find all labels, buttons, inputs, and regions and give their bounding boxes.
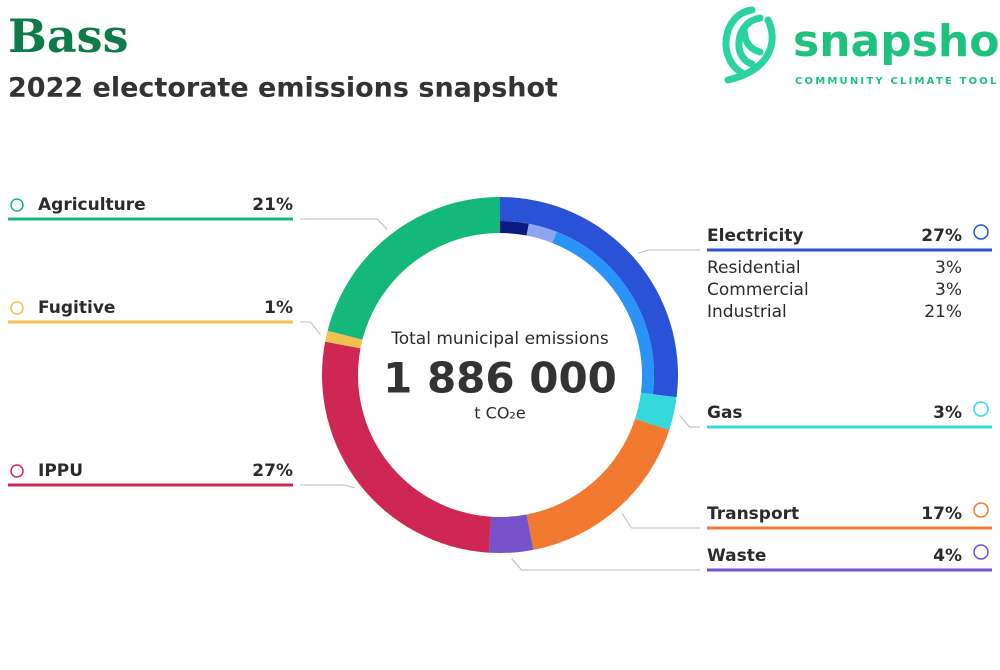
donut-sub-segment — [526, 223, 557, 243]
value-label: 1% — [264, 298, 293, 318]
value-label: 17% — [921, 504, 962, 524]
donut-segment — [488, 514, 534, 553]
category-icon — [973, 544, 989, 560]
leader-line — [300, 484, 355, 489]
category-label: IPPU — [38, 461, 83, 481]
category-label: Gas — [707, 403, 743, 423]
category-icon — [10, 464, 24, 478]
donut-segment — [500, 197, 678, 398]
leader-line — [300, 218, 388, 230]
leader-line — [300, 321, 321, 336]
leader-line — [637, 249, 700, 254]
donut-segment — [526, 418, 670, 550]
logo-tagline: COMMUNITY CLIMATE TOOL — [795, 76, 999, 87]
center-unit: t CO₂e — [474, 404, 525, 423]
sub-category-label: Industrial — [707, 302, 787, 322]
category-icon — [10, 198, 24, 212]
donut-segment — [325, 330, 363, 349]
category-label: Fugitive — [38, 298, 115, 318]
center-label: Total municipal emissions — [390, 329, 609, 349]
category-label: Electricity — [707, 226, 804, 246]
value-label: 27% — [921, 226, 962, 246]
sub-value-label: 3% — [935, 258, 962, 278]
value-label: 4% — [933, 546, 962, 566]
category-label: Transport — [707, 504, 799, 524]
logo-mark — [722, 6, 776, 84]
sub-value-label: 21% — [924, 302, 962, 322]
leader-line — [511, 558, 700, 571]
chart-subtitle: 2022 electorate emissions snapshot — [8, 73, 558, 104]
value-label: 27% — [252, 461, 293, 481]
donut-segment — [327, 197, 500, 340]
sub-category-label: Commercial — [707, 280, 809, 300]
chart-title: Bass — [8, 9, 128, 63]
leader-line — [679, 414, 700, 428]
category-icon — [973, 401, 989, 417]
category-icon — [973, 502, 989, 518]
donut-segment — [321, 341, 492, 553]
donut-segment — [635, 392, 677, 431]
value-label: 21% — [252, 195, 293, 215]
category-icon — [10, 301, 24, 315]
sub-value-label: 3% — [935, 280, 962, 300]
category-label: Agriculture — [38, 195, 146, 215]
category-label: Waste — [707, 546, 766, 566]
sub-category-label: Residential — [707, 258, 801, 278]
center-total: 1 886 000 — [383, 354, 617, 403]
donut-sub-segment — [500, 221, 529, 236]
value-label: 3% — [933, 403, 962, 423]
category-icon — [973, 224, 989, 240]
donut-sub-segment — [552, 231, 654, 395]
leader-line — [621, 512, 700, 529]
logo-name: snapshot — [793, 16, 1000, 67]
